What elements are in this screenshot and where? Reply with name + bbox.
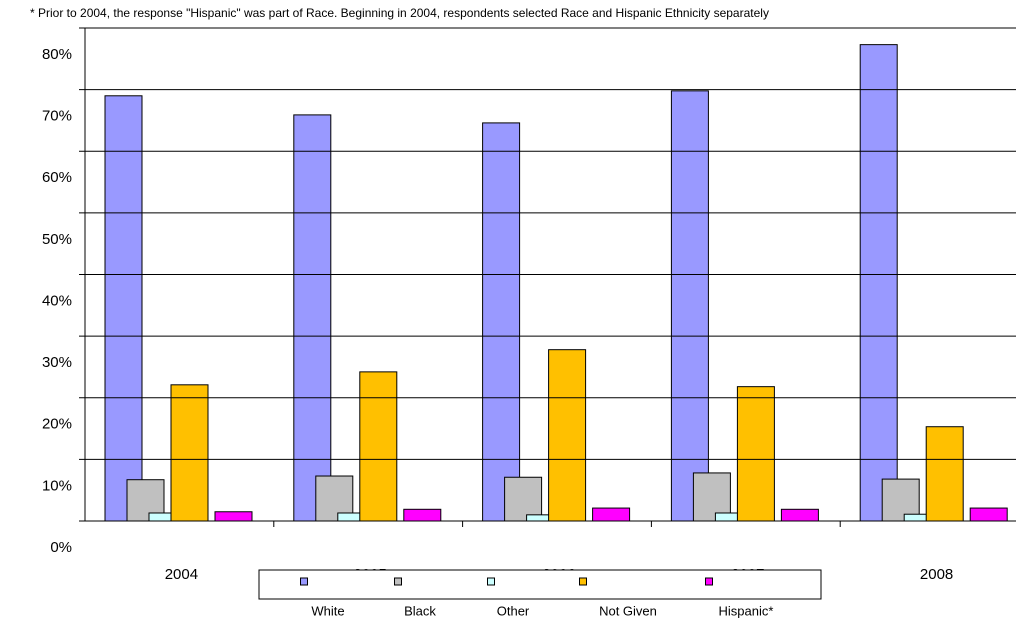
bar — [969, 507, 1008, 522]
bar — [780, 508, 819, 522]
annotation: * Prior to 2004, the response "Hispanic"… — [30, 6, 769, 20]
bar — [214, 511, 253, 522]
legend-label: White — [311, 603, 344, 618]
bar — [359, 371, 398, 522]
bar — [170, 384, 209, 522]
bar — [736, 386, 775, 522]
bar — [925, 426, 964, 522]
y-tick-label: 30% — [42, 354, 72, 371]
bar — [104, 95, 143, 522]
x-tick-label: 2004 — [165, 566, 198, 583]
y-tick-label: 40% — [42, 292, 72, 309]
bar — [548, 349, 587, 522]
x-tick-label: 2008 — [920, 566, 953, 583]
bar — [293, 114, 332, 522]
y-tick-label: 10% — [42, 477, 72, 494]
y-tick-label: 60% — [42, 169, 72, 186]
legend-label: Black — [404, 603, 436, 618]
legend-box — [258, 569, 822, 600]
bar — [670, 90, 709, 522]
bar — [592, 507, 631, 522]
legend-marker — [705, 577, 713, 586]
bar — [504, 476, 543, 522]
y-tick-label: 50% — [42, 231, 72, 248]
legend-label: Not Given — [599, 603, 657, 618]
y-tick-label: 20% — [42, 416, 72, 433]
legend-marker — [487, 577, 495, 586]
legend-marker — [394, 577, 402, 586]
bar — [859, 44, 898, 522]
legend-label: Hispanic* — [719, 603, 774, 618]
y-tick-label: 0% — [50, 539, 72, 556]
legend-marker — [579, 577, 587, 586]
bar — [403, 508, 442, 522]
y-tick-label: 70% — [42, 108, 72, 125]
legend-label: Other — [497, 603, 530, 618]
bar — [482, 122, 521, 522]
legend-marker — [300, 577, 308, 586]
y-tick-label: 80% — [42, 46, 72, 63]
